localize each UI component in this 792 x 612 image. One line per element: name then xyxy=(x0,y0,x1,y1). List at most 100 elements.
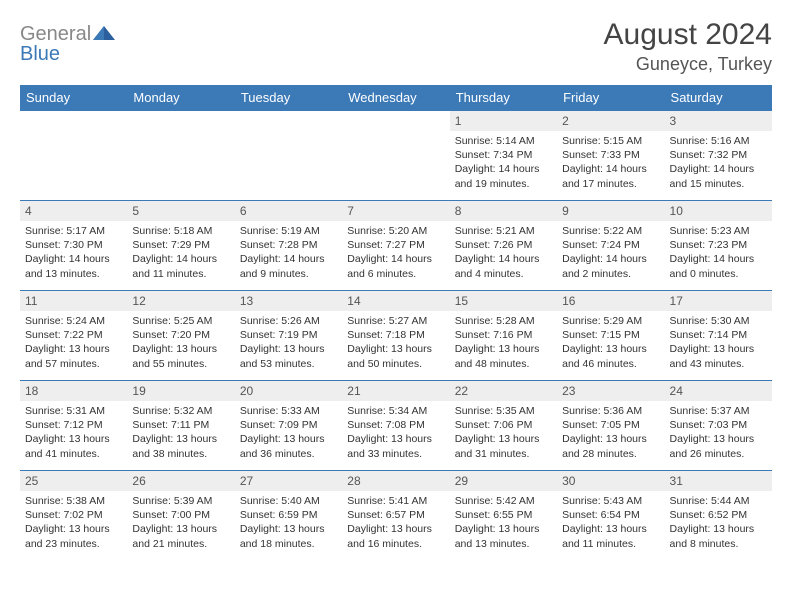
day-number: 9 xyxy=(557,201,664,221)
day-details: Sunrise: 5:23 AMSunset: 7:23 PMDaylight:… xyxy=(665,221,772,285)
day-details: Sunrise: 5:41 AMSunset: 6:57 PMDaylight:… xyxy=(342,491,449,555)
day-number: 10 xyxy=(665,201,772,221)
day-details: Sunrise: 5:30 AMSunset: 7:14 PMDaylight:… xyxy=(665,311,772,375)
calendar-cell: 6Sunrise: 5:19 AMSunset: 7:28 PMDaylight… xyxy=(235,201,342,291)
calendar-cell: 14Sunrise: 5:27 AMSunset: 7:18 PMDayligh… xyxy=(342,291,449,381)
calendar-cell: 18Sunrise: 5:31 AMSunset: 7:12 PMDayligh… xyxy=(20,381,127,471)
weekday-header: Friday xyxy=(557,85,664,111)
day-number: 3 xyxy=(665,111,772,131)
day-details: Sunrise: 5:18 AMSunset: 7:29 PMDaylight:… xyxy=(127,221,234,285)
day-details: Sunrise: 5:22 AMSunset: 7:24 PMDaylight:… xyxy=(557,221,664,285)
calendar-cell: 21Sunrise: 5:34 AMSunset: 7:08 PMDayligh… xyxy=(342,381,449,471)
day-number: 31 xyxy=(665,471,772,491)
day-details: Sunrise: 5:20 AMSunset: 7:27 PMDaylight:… xyxy=(342,221,449,285)
day-details: Sunrise: 5:40 AMSunset: 6:59 PMDaylight:… xyxy=(235,491,342,555)
day-number: 27 xyxy=(235,471,342,491)
logo: General Blue xyxy=(20,24,115,64)
day-details: Sunrise: 5:28 AMSunset: 7:16 PMDaylight:… xyxy=(450,311,557,375)
day-details: Sunrise: 5:43 AMSunset: 6:54 PMDaylight:… xyxy=(557,491,664,555)
day-number: 5 xyxy=(127,201,234,221)
calendar-cell xyxy=(235,111,342,201)
calendar-cell: 20Sunrise: 5:33 AMSunset: 7:09 PMDayligh… xyxy=(235,381,342,471)
calendar-cell: 26Sunrise: 5:39 AMSunset: 7:00 PMDayligh… xyxy=(127,471,234,561)
calendar-cell: 22Sunrise: 5:35 AMSunset: 7:06 PMDayligh… xyxy=(450,381,557,471)
calendar-cell: 30Sunrise: 5:43 AMSunset: 6:54 PMDayligh… xyxy=(557,471,664,561)
day-number: 28 xyxy=(342,471,449,491)
day-number: 26 xyxy=(127,471,234,491)
day-number: 18 xyxy=(20,381,127,401)
day-number: 25 xyxy=(20,471,127,491)
day-details: Sunrise: 5:24 AMSunset: 7:22 PMDaylight:… xyxy=(20,311,127,375)
day-number: 20 xyxy=(235,381,342,401)
day-details: Sunrise: 5:39 AMSunset: 7:00 PMDaylight:… xyxy=(127,491,234,555)
calendar-cell: 3Sunrise: 5:16 AMSunset: 7:32 PMDaylight… xyxy=(665,111,772,201)
day-number: 22 xyxy=(450,381,557,401)
day-details: Sunrise: 5:34 AMSunset: 7:08 PMDaylight:… xyxy=(342,401,449,465)
day-number: 12 xyxy=(127,291,234,311)
day-number: 13 xyxy=(235,291,342,311)
calendar-cell: 16Sunrise: 5:29 AMSunset: 7:15 PMDayligh… xyxy=(557,291,664,381)
logo-text-blue: Blue xyxy=(20,44,115,64)
day-number: 24 xyxy=(665,381,772,401)
calendar-cell: 24Sunrise: 5:37 AMSunset: 7:03 PMDayligh… xyxy=(665,381,772,471)
day-number: 16 xyxy=(557,291,664,311)
calendar-cell: 7Sunrise: 5:20 AMSunset: 7:27 PMDaylight… xyxy=(342,201,449,291)
day-details: Sunrise: 5:35 AMSunset: 7:06 PMDaylight:… xyxy=(450,401,557,465)
day-details: Sunrise: 5:36 AMSunset: 7:05 PMDaylight:… xyxy=(557,401,664,465)
day-number: 29 xyxy=(450,471,557,491)
weekday-header: Saturday xyxy=(665,85,772,111)
day-details: Sunrise: 5:44 AMSunset: 6:52 PMDaylight:… xyxy=(665,491,772,555)
calendar-cell xyxy=(20,111,127,201)
calendar-cell: 11Sunrise: 5:24 AMSunset: 7:22 PMDayligh… xyxy=(20,291,127,381)
location: Guneyce, Turkey xyxy=(604,54,772,75)
logo-triangle-icon xyxy=(93,24,115,40)
calendar-cell: 10Sunrise: 5:23 AMSunset: 7:23 PMDayligh… xyxy=(665,201,772,291)
day-details: Sunrise: 5:31 AMSunset: 7:12 PMDaylight:… xyxy=(20,401,127,465)
day-details: Sunrise: 5:42 AMSunset: 6:55 PMDaylight:… xyxy=(450,491,557,555)
calendar-cell: 31Sunrise: 5:44 AMSunset: 6:52 PMDayligh… xyxy=(665,471,772,561)
calendar-cell: 23Sunrise: 5:36 AMSunset: 7:05 PMDayligh… xyxy=(557,381,664,471)
calendar-cell: 17Sunrise: 5:30 AMSunset: 7:14 PMDayligh… xyxy=(665,291,772,381)
day-number: 6 xyxy=(235,201,342,221)
day-number: 30 xyxy=(557,471,664,491)
weekday-header: Thursday xyxy=(450,85,557,111)
calendar-cell: 29Sunrise: 5:42 AMSunset: 6:55 PMDayligh… xyxy=(450,471,557,561)
calendar-cell: 5Sunrise: 5:18 AMSunset: 7:29 PMDaylight… xyxy=(127,201,234,291)
day-details: Sunrise: 5:33 AMSunset: 7:09 PMDaylight:… xyxy=(235,401,342,465)
day-number: 2 xyxy=(557,111,664,131)
day-details: Sunrise: 5:37 AMSunset: 7:03 PMDaylight:… xyxy=(665,401,772,465)
day-details: Sunrise: 5:15 AMSunset: 7:33 PMDaylight:… xyxy=(557,131,664,195)
calendar-cell: 12Sunrise: 5:25 AMSunset: 7:20 PMDayligh… xyxy=(127,291,234,381)
day-number: 23 xyxy=(557,381,664,401)
calendar-cell: 25Sunrise: 5:38 AMSunset: 7:02 PMDayligh… xyxy=(20,471,127,561)
calendar-cell: 19Sunrise: 5:32 AMSunset: 7:11 PMDayligh… xyxy=(127,381,234,471)
day-number: 19 xyxy=(127,381,234,401)
day-details: Sunrise: 5:29 AMSunset: 7:15 PMDaylight:… xyxy=(557,311,664,375)
calendar-cell: 9Sunrise: 5:22 AMSunset: 7:24 PMDaylight… xyxy=(557,201,664,291)
day-details: Sunrise: 5:16 AMSunset: 7:32 PMDaylight:… xyxy=(665,131,772,195)
day-number: 1 xyxy=(450,111,557,131)
day-details: Sunrise: 5:19 AMSunset: 7:28 PMDaylight:… xyxy=(235,221,342,285)
header: General Blue August 2024 Guneyce, Turkey xyxy=(20,18,772,75)
day-details: Sunrise: 5:38 AMSunset: 7:02 PMDaylight:… xyxy=(20,491,127,555)
calendar-cell xyxy=(342,111,449,201)
day-number: 17 xyxy=(665,291,772,311)
day-details: Sunrise: 5:21 AMSunset: 7:26 PMDaylight:… xyxy=(450,221,557,285)
calendar-cell: 28Sunrise: 5:41 AMSunset: 6:57 PMDayligh… xyxy=(342,471,449,561)
day-number: 4 xyxy=(20,201,127,221)
weekday-header: Tuesday xyxy=(235,85,342,111)
weekday-header: Sunday xyxy=(20,85,127,111)
calendar-cell: 1Sunrise: 5:14 AMSunset: 7:34 PMDaylight… xyxy=(450,111,557,201)
logo-text-general: General xyxy=(20,24,91,44)
weekday-header: Wednesday xyxy=(342,85,449,111)
day-details: Sunrise: 5:17 AMSunset: 7:30 PMDaylight:… xyxy=(20,221,127,285)
calendar-cell: 2Sunrise: 5:15 AMSunset: 7:33 PMDaylight… xyxy=(557,111,664,201)
weekday-header: Monday xyxy=(127,85,234,111)
day-number: 8 xyxy=(450,201,557,221)
day-details: Sunrise: 5:27 AMSunset: 7:18 PMDaylight:… xyxy=(342,311,449,375)
day-details: Sunrise: 5:26 AMSunset: 7:19 PMDaylight:… xyxy=(235,311,342,375)
calendar-cell: 8Sunrise: 5:21 AMSunset: 7:26 PMDaylight… xyxy=(450,201,557,291)
day-number: 11 xyxy=(20,291,127,311)
day-number: 7 xyxy=(342,201,449,221)
month-title: August 2024 xyxy=(604,18,772,52)
